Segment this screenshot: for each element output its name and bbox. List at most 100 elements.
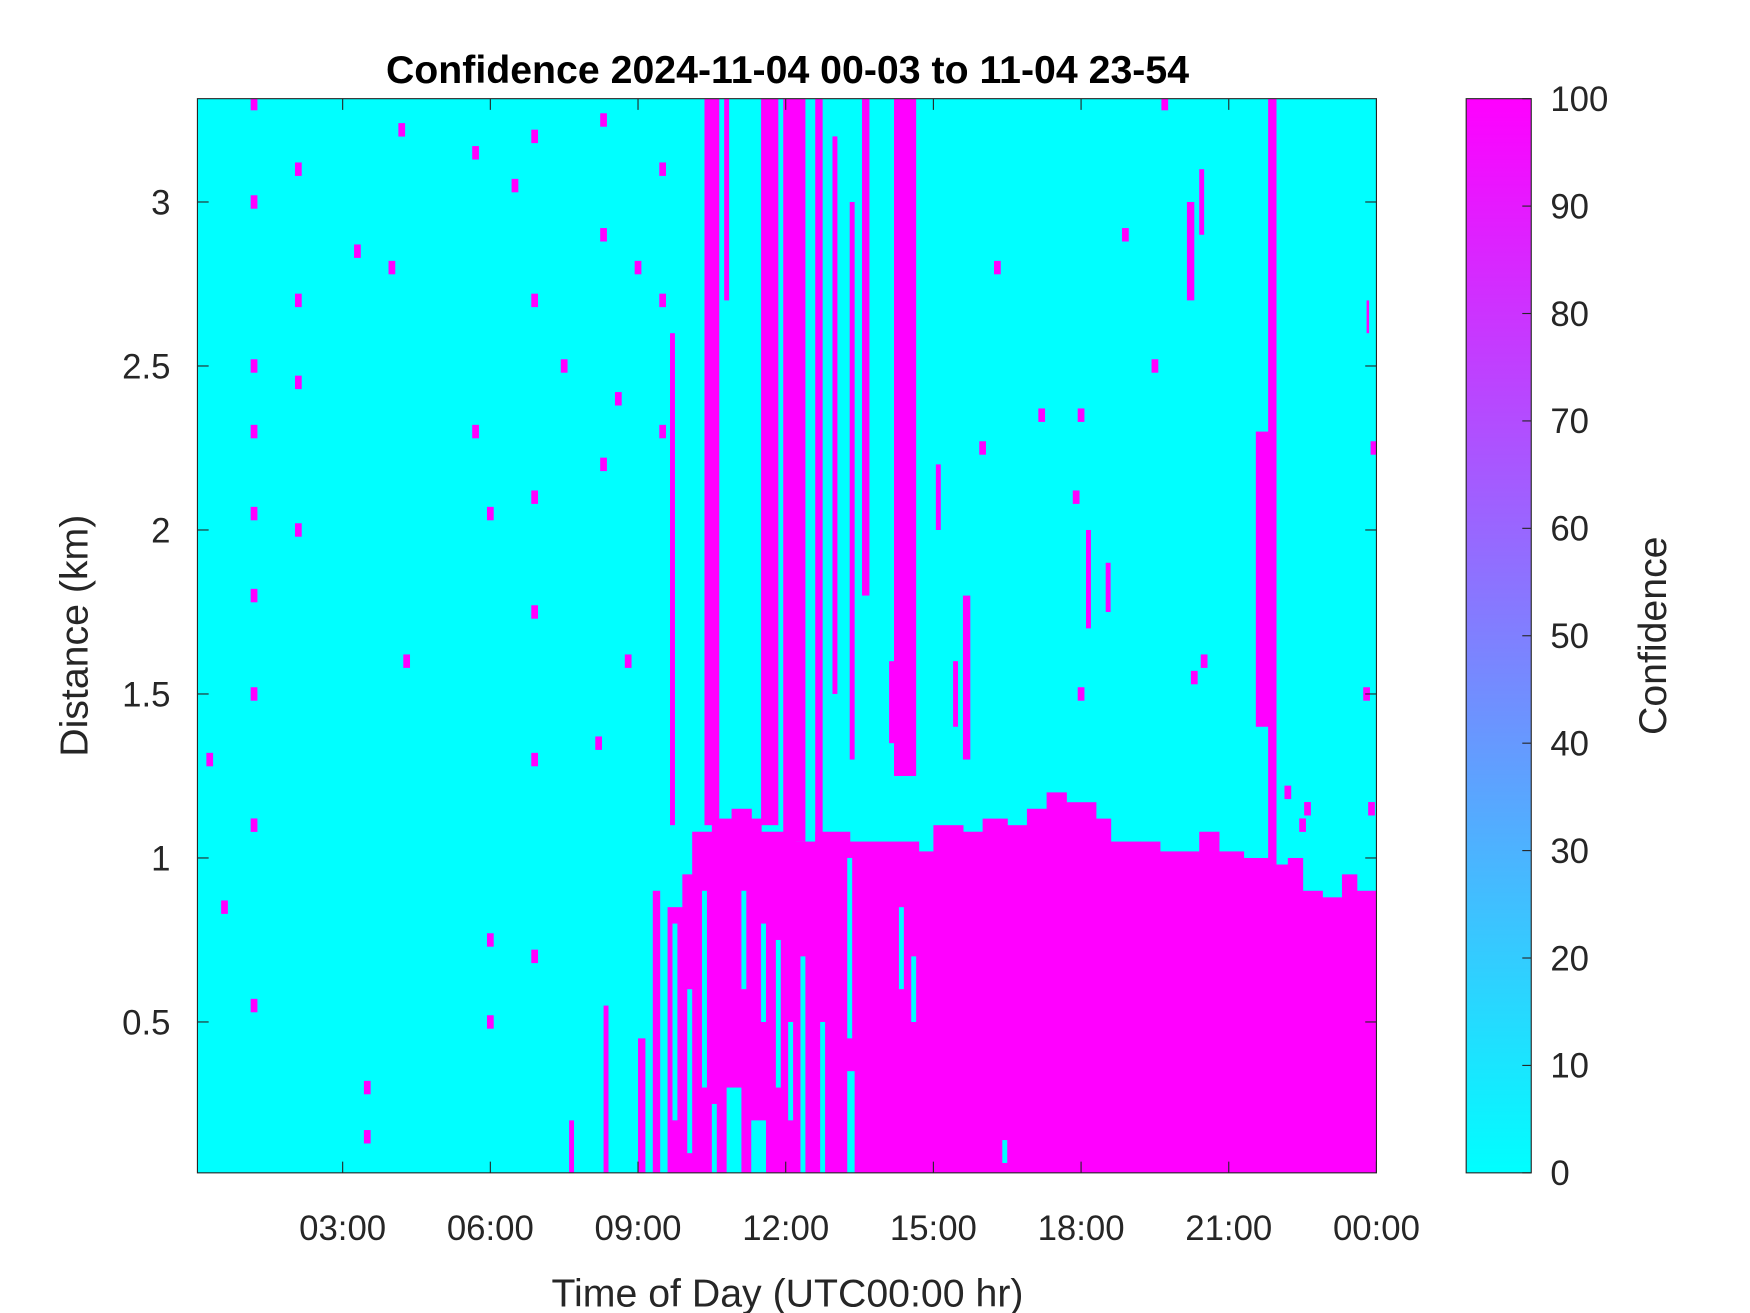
point-cell — [1304, 802, 1311, 816]
point-cell — [531, 949, 539, 964]
point-cell — [294, 375, 302, 390]
colorbar-label: Confidence — [1631, 536, 1675, 735]
point-cell — [531, 605, 539, 619]
gap-cell — [711, 1103, 717, 1173]
point-cell — [1370, 441, 1377, 455]
layer-cell — [1046, 792, 1067, 1173]
x-tick-label: 12:00 — [742, 1210, 829, 1248]
layer-cell — [849, 841, 900, 1173]
layer-cell — [711, 818, 733, 1173]
colorbar-tick-label: 20 — [1550, 940, 1589, 978]
layer-cell — [1218, 851, 1245, 1173]
streak-cell — [953, 661, 959, 727]
point-cell — [250, 424, 258, 439]
layer-cell — [1322, 897, 1343, 1173]
layer-cell — [1287, 857, 1304, 1173]
point-cell — [486, 933, 494, 947]
point-cell — [979, 441, 986, 455]
streak-cell — [761, 98, 779, 826]
layer-cell — [918, 851, 934, 1173]
point-cell — [363, 1080, 371, 1095]
point-cell — [659, 424, 667, 439]
colorbar-tick-label: 60 — [1550, 511, 1589, 549]
y-tick-label: 1 — [151, 840, 170, 878]
streak-cell — [962, 595, 971, 760]
point-cell — [1072, 490, 1080, 504]
streak-cell — [1268, 98, 1277, 891]
colorbar-tick-label: 0 — [1550, 1155, 1569, 1193]
layer-cell — [1341, 874, 1358, 1173]
point-cell — [486, 506, 494, 521]
layer-cell — [1007, 825, 1028, 1173]
layer-cell — [731, 808, 752, 1173]
point-cell — [250, 98, 258, 111]
point-cell — [1368, 802, 1375, 816]
point-cell — [1284, 785, 1292, 800]
gap-cell — [800, 956, 806, 1173]
point-cell — [472, 424, 479, 439]
y-tick-label: 2 — [151, 512, 170, 550]
colorbar — [1465, 98, 1532, 1174]
layer-cell — [1179, 851, 1200, 1173]
point-cell — [1038, 408, 1046, 422]
chart-title: Confidence 2024-11-04 00-03 to 11-04 23-… — [386, 48, 1189, 92]
x-tick-label: 09:00 — [595, 1210, 682, 1248]
layer-cell — [933, 825, 964, 1173]
point-cell — [354, 244, 361, 258]
streak-cell — [1105, 562, 1111, 612]
streak-cell — [652, 890, 661, 1173]
layer-cell — [1140, 841, 1161, 1173]
point-cell — [250, 687, 258, 701]
point-cell — [531, 490, 539, 504]
gap-cell — [761, 923, 767, 1022]
x-tick-label: 15:00 — [890, 1210, 977, 1248]
layer-cell — [1356, 890, 1377, 1173]
point-cell — [1151, 359, 1159, 373]
point-cell — [511, 178, 519, 193]
point-cell — [294, 162, 302, 176]
gap-cell — [847, 857, 853, 1039]
layer-cell — [795, 841, 816, 1173]
gap-cell — [672, 923, 678, 1121]
point-cell — [486, 1015, 494, 1029]
point-cell — [614, 392, 622, 406]
point-cell — [531, 752, 539, 767]
point-cell — [250, 818, 258, 832]
layer-cell — [1066, 802, 1097, 1173]
point-cell — [250, 588, 258, 603]
x-axis: 03:00 06:00 09:00 12:00 15:00 18:00 21:00 00:00 — [299, 98, 1420, 1248]
colorbar-tick-label: 80 — [1550, 296, 1589, 334]
streak-cell — [670, 333, 675, 826]
point-cell — [600, 113, 607, 127]
gap-cell — [898, 907, 904, 990]
streak-cell — [1366, 300, 1370, 334]
y-axis-label: Distance (km) — [52, 515, 96, 757]
plot-frame — [196, 98, 1378, 1174]
point-cell — [531, 129, 539, 144]
point-cell — [1077, 408, 1085, 422]
colorbar-tick-label: 40 — [1550, 726, 1589, 764]
streak-cell — [724, 98, 730, 301]
layer-cell — [751, 818, 762, 1173]
point-cell — [994, 260, 1001, 275]
streak-cell — [1186, 201, 1195, 301]
gap-cell — [788, 1021, 794, 1121]
gap-cell — [687, 989, 693, 1154]
point-cell — [1161, 98, 1169, 111]
point-cell — [206, 752, 214, 767]
x-tick-label: 00:00 — [1333, 1210, 1420, 1248]
y-tick-label: 1.5 — [122, 676, 170, 714]
gap-cell — [702, 890, 707, 1088]
layer-cell — [982, 818, 1008, 1173]
colorbar-ticks: 0 10 20 30 40 50 60 70 80 90 100 — [1522, 81, 1608, 1193]
point-cell — [403, 654, 411, 668]
layer-cell — [1026, 808, 1048, 1173]
point-cell — [250, 359, 258, 373]
y-tick-label: 2.5 — [122, 348, 170, 386]
colorbar-tick-label: 10 — [1550, 1048, 1589, 1086]
point-cell — [1299, 818, 1306, 832]
streak-cell — [638, 1038, 646, 1173]
layer-cell — [1199, 831, 1220, 1173]
streak-cell — [889, 661, 899, 744]
gap-cell — [911, 956, 917, 1022]
